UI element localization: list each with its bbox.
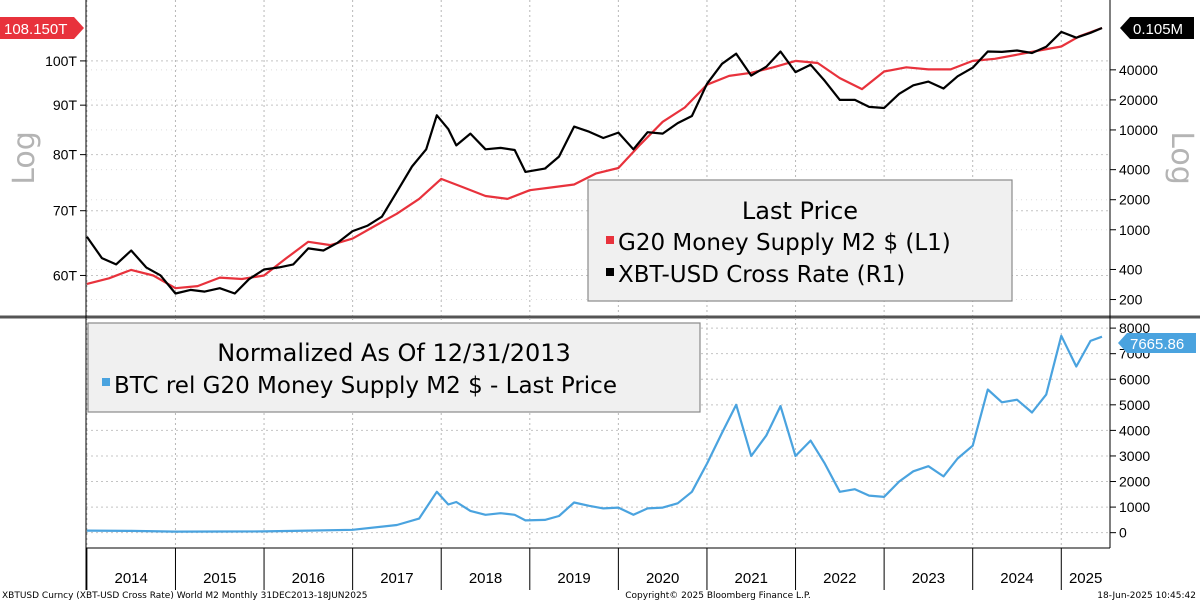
- x-tick-label-2015: 2015: [203, 570, 236, 587]
- legend-swatch-ratio: [102, 378, 110, 386]
- x-tick-label-2017: 2017: [380, 570, 413, 587]
- tag-m2-value: 108.150T: [4, 21, 67, 38]
- bottom-axis-tick-label: 4000: [1119, 422, 1150, 438]
- bottom-vertical-grid: [86, 318, 1062, 548]
- x-tick-label-2018: 2018: [469, 570, 502, 587]
- x-tick-label-2025: 2025: [1069, 570, 1102, 587]
- bottom-axis-tick-label: 6000: [1119, 371, 1150, 387]
- footer-left: XBTUSD Curncy (XBT-USD Cross Rate) World…: [2, 591, 367, 601]
- left-axis-tick-label: 60T: [53, 267, 78, 283]
- bottom-legend-box: [87, 322, 701, 413]
- right-axis-tick-label: 400: [1119, 261, 1143, 277]
- x-tick-label-2014: 2014: [114, 570, 147, 587]
- x-tick-label-2020: 2020: [646, 570, 679, 587]
- tag-ratio-value: 7665.86: [1130, 336, 1184, 353]
- bottom-axis-tick-label: 3000: [1119, 448, 1150, 464]
- right-axis-tick-label: 20000: [1119, 92, 1158, 108]
- legend-item-btc: XBT-USD Cross Rate (R1): [618, 262, 905, 288]
- right-axis-tick-label: 40000: [1119, 62, 1158, 78]
- right-axis-ticks: 200 400 1000 2000 4000 10000 20000 40000: [1110, 62, 1158, 308]
- bottom-series-group: [86, 334, 1103, 533]
- left-axis-tick-label: 100T: [45, 53, 77, 69]
- top-legend-title: Last Price: [742, 197, 858, 225]
- x-tick-label-2023: 2023: [912, 570, 945, 587]
- left-axis-tick-label: 70T: [53, 203, 78, 219]
- left-axis-log-label: Log: [7, 131, 42, 185]
- x-tick-label-2016: 2016: [292, 570, 325, 587]
- legend-swatch-btc: [606, 268, 614, 276]
- left-axis-tick-label: 90T: [53, 97, 78, 113]
- left-axis-tick-label: 80T: [53, 147, 78, 163]
- x-axis-year-labels: 2014 2015 2016 2017 2018 2019 2020 2021 2022 2023…: [86, 548, 1102, 590]
- top-right-grid: [86, 69, 1110, 301]
- legend-item-m2: G20 Money Supply M2 $ (L1): [618, 230, 951, 256]
- right-axis-tick-label: 4000: [1119, 162, 1150, 178]
- top-legend-box: [587, 179, 1013, 302]
- bottom-axis-tick-label: 5000: [1119, 397, 1150, 413]
- x-tick-label-2019: 2019: [557, 570, 590, 587]
- tag-m2-last: 108.150T: [0, 17, 84, 39]
- series-line-ratio: [86, 334, 1103, 533]
- footer-right: 18-Jun-2025 10:45:42: [1097, 591, 1196, 601]
- bottom-axis-tick-label: 2000: [1119, 474, 1150, 490]
- x-tick-label-2024: 2024: [1000, 570, 1033, 587]
- bottom-axis-tick-label: 1000: [1119, 499, 1150, 515]
- top-series-group: [86, 26, 1103, 295]
- left-axis-ticks: 60T 70T 80T 90T 100T: [45, 53, 86, 283]
- right-axis-log-label: Log: [1164, 131, 1199, 185]
- x-tick-label-2022: 2022: [823, 570, 856, 587]
- series-line-btc: [86, 26, 1103, 295]
- bottom-axis-tick-label: 8000: [1119, 320, 1150, 336]
- series-line-m2: [86, 26, 1103, 290]
- bottom-legend-title: Normalized As Of 12/31/2013: [217, 339, 571, 367]
- right-axis-tick-label: 1000: [1119, 222, 1150, 238]
- right-axis-tick-label: 200: [1119, 292, 1143, 308]
- top-panel: 60T 70T 80T 90T 100T 200 400 1000 2000 4000 10000…: [0, 0, 1199, 316]
- right-axis-tick-label: 10000: [1119, 122, 1158, 138]
- footer-center: Copyright© 2025 Bloomberg Finance L.P.: [625, 591, 810, 601]
- right-axis-tick-label: 2000: [1119, 192, 1150, 208]
- legend-item-ratio: BTC rel G20 Money Supply M2 $ - Last Pri…: [114, 373, 617, 399]
- tag-ratio-last: 7665.86: [1118, 333, 1196, 353]
- x-tick-label-2021: 2021: [735, 570, 768, 587]
- legend-swatch-m2: [606, 236, 614, 244]
- tag-btc-last: 0.105M: [1120, 17, 1194, 39]
- tag-btc-value: 0.105M: [1133, 21, 1183, 38]
- bottom-axis-tick-label: 0: [1119, 525, 1127, 541]
